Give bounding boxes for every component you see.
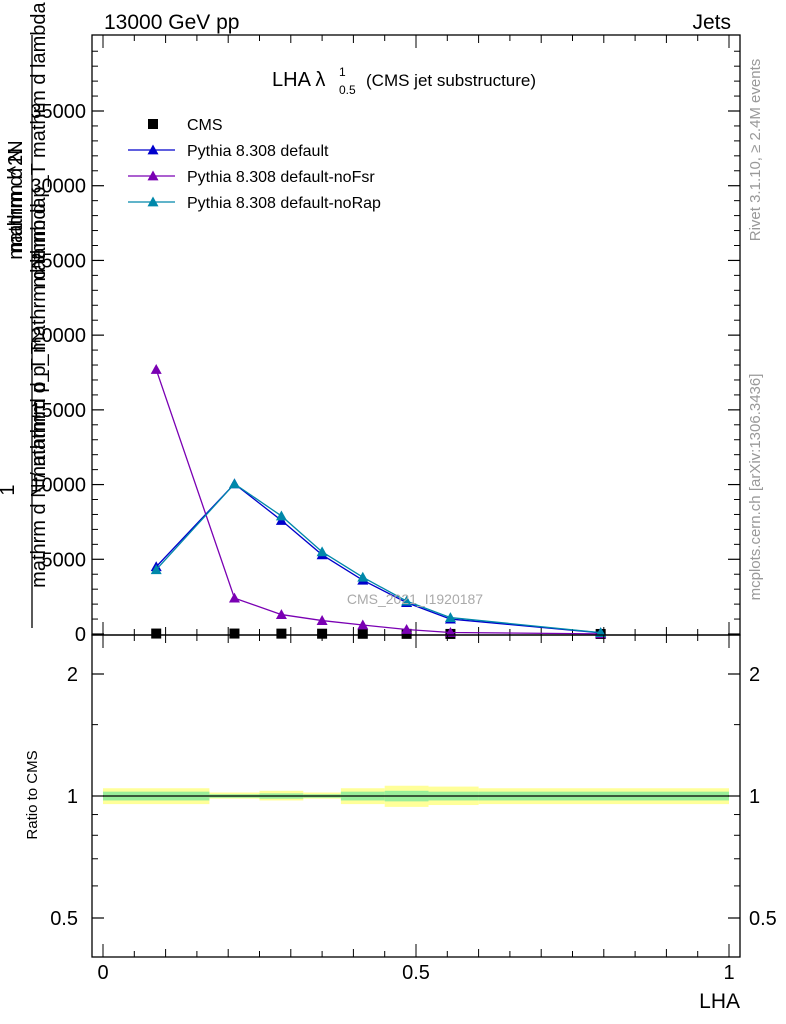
legend-marker-triangle [147, 144, 159, 155]
ratio-x-tick-label: 0 [97, 962, 108, 984]
main-y-axis-label-line: mathrm d^2N [5, 140, 27, 259]
data-point-noFsr [150, 364, 162, 374]
plot-title-superscript: 1 [339, 65, 346, 79]
plot-title: LHA λ 1 0.5 (CMS jet substructure) [272, 65, 536, 97]
main-y-tick-label: 25000 [30, 250, 86, 272]
ratio-y-tick-label: 1 [67, 786, 78, 808]
legend-item: Pythia 8.308 default-noRap [128, 195, 381, 212]
data-point-cms [357, 628, 368, 639]
main-y-tick-label: 5000 [42, 549, 87, 571]
main-plot-panel: 0 5000 10000 15000 20000 25000 30000 35000 CMS_… [30, 34, 741, 646]
ratio-x-tick-label: 0.5 [402, 962, 430, 984]
data-point-noFsr [275, 609, 287, 619]
ratio-y-tick-label-right: 2 [749, 664, 760, 686]
data-point-cms [229, 628, 240, 639]
ratio-y-axis-label: Ratio to CMS [24, 750, 41, 839]
mcplots-label: mcplots.cern.ch [arXiv:1306.3436] [747, 374, 764, 601]
main-y-axis-label-line: mathrm d N / mathrm d p_T [28, 342, 50, 588]
series-line-default [155, 482, 601, 634]
series-line-noFsr [155, 369, 601, 635]
series-default [150, 478, 607, 638]
data-point-noRap [228, 478, 240, 489]
ratio-x-tick-label: 1 [723, 962, 734, 984]
data-point-noRap [150, 564, 162, 575]
data-point-cms [317, 628, 328, 639]
observable-group-title: Jets [692, 11, 731, 34]
data-point-noRap [316, 546, 328, 557]
series-line-noRap [155, 482, 601, 634]
main-y-axis-label-line: mathrm d p_T mathrm d lambda [28, 1, 50, 287]
legend-item: Pythia 8.308 default [128, 143, 329, 160]
legend-item: CMS [148, 117, 223, 134]
legend-label: Pythia 8.308 default-noFsr [187, 169, 375, 186]
ratio-y-tick-label: 0.5 [50, 908, 78, 930]
series-noRap [150, 478, 607, 638]
ratio-plot-panel: 0.5 0.5 1 1 2 2 0 0.5 1 [50, 634, 777, 984]
legend-label: Pythia 8.308 default-noRap [187, 195, 381, 212]
x-axis-label: LHA [699, 990, 740, 1013]
legend-marker-square [148, 119, 158, 129]
plot-title-main: LHA λ [272, 69, 325, 91]
main-y-tick-label: 30000 [30, 176, 86, 198]
data-point-noFsr [228, 592, 240, 603]
plot-title-subscript: 0.5 [339, 83, 356, 97]
legend: CMS Pythia 8.308 default Pythia 8.308 defa… [128, 117, 381, 212]
main-y-tick-label: 35000 [30, 101, 86, 123]
data-point-noRap [275, 510, 287, 521]
data-point-noRap [444, 612, 456, 622]
data-point-noRap [357, 571, 369, 582]
legend-marker-triangle [147, 196, 159, 207]
data-point-noFsr [401, 624, 413, 634]
main-y-tick-label: 0 [75, 624, 86, 646]
data-point-noFsr [357, 619, 369, 630]
main-y-axis-label-line: mathrm d N [5, 148, 27, 252]
analysis-watermark: CMS_2021_I1920187 [347, 591, 483, 607]
process-title: 13000 GeV pp [104, 11, 239, 34]
main-y-tick-label: 15000 [30, 400, 86, 422]
legend-marker-triangle [147, 170, 159, 181]
rivet-version-label: Rivet 3.1.10, ≥ 2.4M events [747, 59, 764, 242]
legend-label: CMS [187, 117, 223, 134]
main-y-axis-label-line: mathrm d p_T mathrm d lambda [28, 196, 50, 482]
data-point-noRap [401, 595, 413, 606]
main-y-tick-label: 20000 [30, 325, 86, 347]
main-y-tick-label: 10000 [30, 475, 86, 497]
legend-label: Pythia 8.308 default [187, 143, 329, 160]
legend-item: Pythia 8.308 default-noFsr [128, 169, 375, 186]
data-point-noFsr [316, 615, 328, 625]
ratio-y-tick-label-right: 1 [749, 786, 760, 808]
data-point-cms [276, 628, 287, 639]
plot-title-suffix: (CMS jet substructure) [366, 71, 536, 90]
main-y-axis-label-line: 1 [0, 484, 19, 495]
ratio-y-tick-label: 2 [67, 664, 78, 686]
data-point-cms [151, 628, 162, 639]
ratio-y-tick-label-right: 0.5 [749, 908, 777, 930]
